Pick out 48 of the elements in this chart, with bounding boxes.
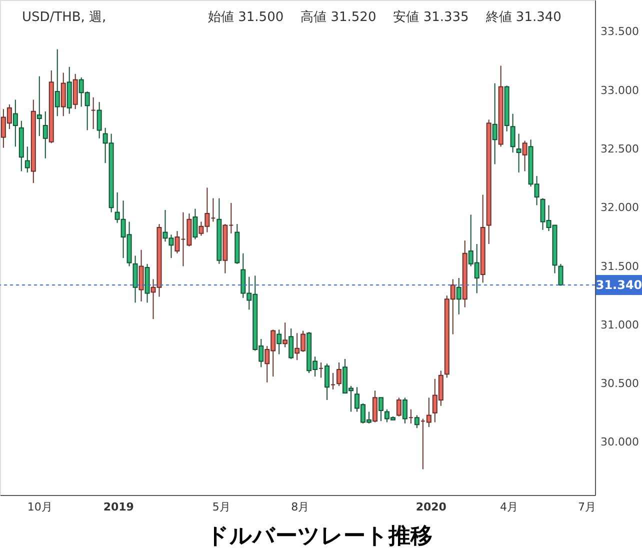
- annotation: 始値 31.500: [208, 10, 284, 25]
- annotation: 高値 31.520: [300, 9, 376, 25]
- candlestick: [192, 208, 198, 240]
- candlestick: [492, 82, 498, 165]
- y-tick-label: 31.500: [600, 260, 639, 273]
- candlestick: [522, 140, 528, 172]
- ref-line-label: 31.340: [596, 278, 642, 292]
- x-tick-label: 2019: [103, 500, 134, 514]
- candlestick: [336, 362, 342, 386]
- annotation: 安値 31.335: [393, 9, 469, 25]
- candlestick: [36, 76, 42, 137]
- x-tick-label: 4月: [500, 500, 518, 514]
- y-tick-label: 31.000: [600, 318, 639, 332]
- candlestick: [414, 414, 420, 429]
- candlestick: [558, 263, 564, 286]
- candlestick: [456, 278, 462, 315]
- candlestick: [12, 99, 18, 148]
- y-tick-label: 30.000: [600, 436, 639, 449]
- x-tick-label: 5月: [212, 500, 230, 514]
- candlestick: [54, 48, 60, 117]
- annotation: USD/THB, 週,: [22, 10, 106, 25]
- y-tick-label: 30.500: [600, 377, 639, 390]
- candlestick: [42, 110, 48, 159]
- candlestick: [402, 397, 408, 424]
- candlestick: [510, 113, 516, 153]
- x-tick-label: 8月: [291, 500, 310, 514]
- candlestick: [282, 322, 288, 348]
- candlestick: [378, 397, 384, 422]
- candlestick: [132, 255, 138, 304]
- x-tick-label: 7月: [578, 500, 596, 514]
- y-tick-label: 32.500: [600, 142, 639, 156]
- candlestick: [396, 397, 402, 417]
- y-tick-label: 33.500: [600, 25, 639, 38]
- candlestick: [60, 72, 66, 117]
- candlestick: [96, 102, 102, 139]
- y-tick-label: 32.000: [600, 201, 639, 214]
- annotation: 終値 31.340: [484, 10, 562, 25]
- candlestick: [276, 329, 282, 355]
- x-tick-label: 2020: [416, 500, 447, 514]
- candlestick: [138, 249, 144, 302]
- x-tick-label: 10月: [27, 500, 52, 514]
- candlestick: [24, 146, 30, 173]
- candlestick: [372, 390, 378, 423]
- candlestick: [288, 328, 294, 360]
- text: ドルバーツレート推移: [206, 524, 432, 549]
- candlestick: [324, 363, 330, 400]
- candlestick: [516, 133, 522, 173]
- y-tick-label: 33.000: [600, 84, 639, 97]
